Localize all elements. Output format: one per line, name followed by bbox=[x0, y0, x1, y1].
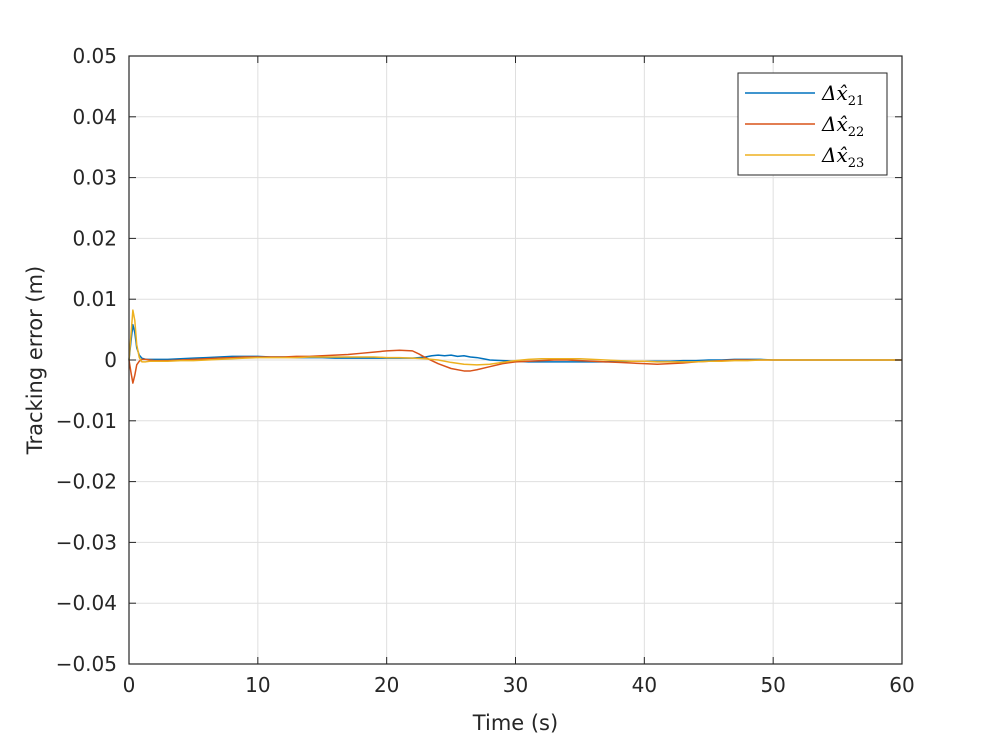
x-axis-label: Time (s) bbox=[472, 711, 558, 735]
x-tick-label: 60 bbox=[889, 673, 914, 697]
x-tick-label: 30 bbox=[503, 673, 528, 697]
legend-name: Δx̂ bbox=[821, 81, 848, 105]
y-tick-label: −0.03 bbox=[56, 530, 117, 554]
y-tick-label: 0.02 bbox=[72, 226, 117, 250]
legend-name: Δx̂ bbox=[821, 112, 848, 136]
legend-subscript: 22 bbox=[848, 125, 865, 140]
x-tick-label: 10 bbox=[245, 673, 270, 697]
y-tick-label: −0.05 bbox=[56, 652, 117, 676]
y-tick-label: 0.04 bbox=[72, 105, 117, 129]
y-tick-label: −0.04 bbox=[56, 591, 117, 615]
legend-name: Δx̂ bbox=[821, 143, 848, 167]
axis-ticks bbox=[128, 55, 903, 665]
x-tick-label: 40 bbox=[632, 673, 657, 697]
series-layer bbox=[128, 309, 902, 384]
x-tick-label: 50 bbox=[760, 673, 785, 697]
legend-label-22: Δx̂22 bbox=[821, 112, 864, 140]
tick-labels: 0 10 20 30 40 50 60 −0.05 −0.04 −0.03 −0.02 −0.01 0 0… bbox=[56, 44, 915, 697]
y-tick-label: 0.03 bbox=[72, 166, 117, 190]
legend-label-21: Δx̂21 bbox=[821, 81, 864, 109]
series-line-23 bbox=[128, 309, 902, 366]
x-tick-label: 0 bbox=[123, 673, 136, 697]
series-line-21 bbox=[128, 323, 902, 363]
y-tick-label: 0.05 bbox=[72, 44, 117, 68]
y-tick-label: −0.02 bbox=[56, 470, 117, 494]
y-tick-label: 0 bbox=[104, 348, 117, 372]
y-tick-label: 0.01 bbox=[72, 287, 117, 311]
y-axis-label: Tracking error (m) bbox=[23, 266, 47, 455]
legend-subscript: 21 bbox=[848, 94, 865, 109]
x-tick-label: 20 bbox=[374, 673, 399, 697]
legend-label-23: Δx̂23 bbox=[821, 143, 864, 171]
y-tick-label: −0.01 bbox=[56, 409, 117, 433]
legend-subscript: 23 bbox=[848, 156, 865, 171]
